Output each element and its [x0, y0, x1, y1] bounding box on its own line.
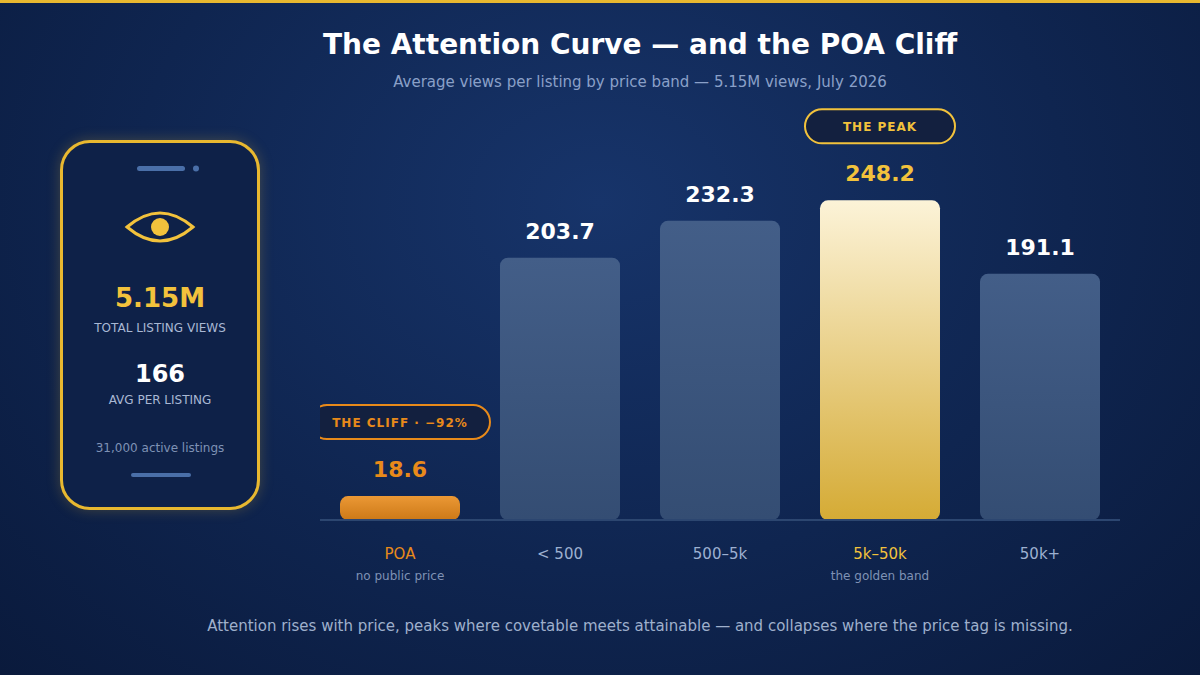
- svg-text:the golden band: the golden band: [831, 569, 929, 583]
- html-text:166: 166: [134, 360, 185, 388]
- svg-text:POA: POA: [385, 545, 417, 563]
- svg-text:< 500: < 500: [537, 545, 583, 563]
- html-text:5.15M: 5.15M: [115, 283, 205, 313]
- svg-text:232.3: 232.3: [685, 182, 755, 207]
- html-text:AVG PER LISTING: AVG PER LISTING: [108, 393, 212, 407]
- svg-text:THE PEAK: THE PEAK: [843, 120, 917, 134]
- svg-text:50k+: 50k+: [1020, 545, 1060, 563]
- svg-text:203.7: 203.7: [525, 219, 595, 244]
- html-text:TOTAL LISTING VIEWS: TOTAL LISTING VIEWS: [94, 321, 226, 335]
- svg-text:THE CLIFF · −92%: THE CLIFF · −92%: [332, 416, 468, 430]
- html-text:Average views per listing by p: Average views per listing by price band …: [393, 73, 887, 91]
- svg-text:18.6: 18.6: [373, 457, 427, 482]
- html-text:31,000 active listings: 31,000 active listings: [95, 441, 225, 455]
- svg-text:5k–50k: 5k–50k: [853, 545, 907, 563]
- svg-text:no public price: no public price: [356, 569, 445, 583]
- svg-text:191.1: 191.1: [1005, 235, 1075, 260]
- svg-text:248.2: 248.2: [845, 161, 915, 186]
- html-text:Attention rises with price, pe: Attention rises with price, peaks where …: [207, 617, 1073, 635]
- svg-text:500–5k: 500–5k: [693, 545, 748, 563]
- html-text:The Attention Curve — and the: The Attention Curve — and the POA Cliff: [322, 28, 958, 61]
